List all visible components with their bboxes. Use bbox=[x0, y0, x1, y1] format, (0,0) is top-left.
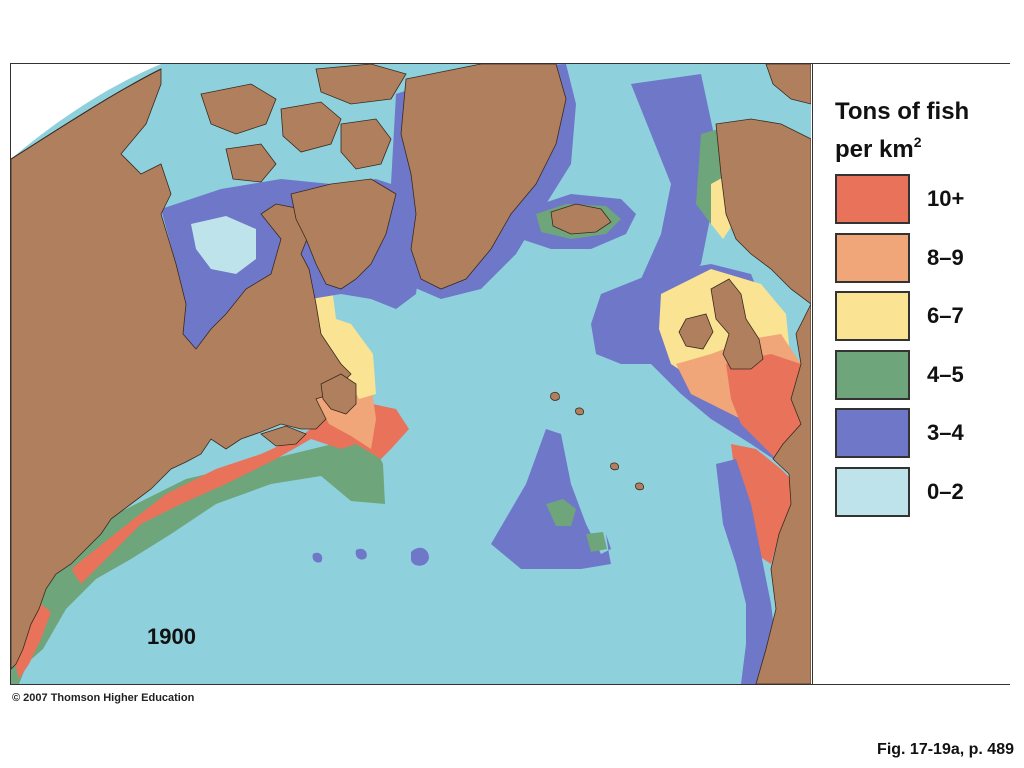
legend-swatch bbox=[835, 291, 910, 341]
legend-swatch bbox=[835, 232, 910, 283]
year-label: 1900 bbox=[147, 624, 196, 649]
atlantic-fish-productivity-map bbox=[11, 64, 811, 684]
land-island-d bbox=[635, 482, 644, 491]
land-island-c bbox=[610, 462, 619, 471]
land-island-a bbox=[550, 391, 560, 401]
land-arctic-island-1 bbox=[200, 83, 277, 135]
land-iceland bbox=[550, 203, 612, 235]
legend-item: 10+ bbox=[835, 174, 1005, 226]
copyright-notice: © 2007 Thomson Higher Education bbox=[12, 692, 195, 704]
zone-hudson-inner bbox=[191, 216, 256, 274]
zone-iberia-blue bbox=[716, 459, 776, 684]
land-arctic-island-3 bbox=[340, 118, 392, 170]
figure-frame: Tons of fish per km2 10+ 8–9 6–7 4–5 3–4 0–2 … bbox=[10, 63, 1010, 685]
land-newfoundland bbox=[320, 373, 357, 415]
zone-rockall bbox=[603, 289, 646, 354]
zone-mid-atlantic-plateau bbox=[491, 429, 611, 569]
land-island-b bbox=[575, 407, 584, 416]
legend-swatch bbox=[835, 408, 910, 458]
globe-edge bbox=[11, 64, 161, 159]
zone-seamount-2 bbox=[355, 548, 367, 560]
legend-item: 4–5 bbox=[835, 349, 1005, 402]
legend-item: 3–4 bbox=[835, 408, 1005, 460]
legend-swatch bbox=[835, 349, 910, 400]
land-arctic-island-4 bbox=[225, 143, 277, 183]
legend-swatch bbox=[835, 466, 910, 517]
zone-norway-shelf bbox=[631, 74, 716, 309]
legend-label: 4–5 bbox=[927, 361, 964, 387]
land-scandinavia bbox=[715, 118, 811, 305]
legend-label: 0–2 bbox=[927, 478, 964, 504]
legend-label: 3–4 bbox=[927, 420, 964, 445]
legend-item: 8–9 bbox=[835, 232, 1005, 285]
zone-iberia-red bbox=[731, 444, 796, 564]
land-europe bbox=[755, 303, 811, 684]
legend: Tons of fish per km2 10+ 8–9 6–7 4–5 3–4 0–2 bbox=[812, 64, 1010, 684]
figure-caption: Fig. 17-19a, p. 489 bbox=[877, 741, 1014, 758]
zone-seamount-3 bbox=[312, 552, 323, 563]
land-svalbard bbox=[765, 64, 811, 105]
legend-label: 10+ bbox=[927, 186, 965, 211]
legend-item: 6–7 bbox=[835, 291, 1005, 343]
zone-seamount-1 bbox=[411, 547, 429, 566]
legend-label: 6–7 bbox=[927, 303, 964, 328]
land-great-britain bbox=[710, 278, 764, 370]
zone-labrador-yellow bbox=[311, 264, 376, 399]
legend-swatch bbox=[835, 174, 910, 224]
legend-title-line2: per km bbox=[835, 136, 914, 163]
coastline-outlines bbox=[11, 68, 162, 160]
land-greenland bbox=[400, 64, 567, 290]
land-baffin-island bbox=[290, 178, 397, 290]
land-arctic-island-2 bbox=[280, 101, 342, 153]
legend-title: Tons of fish per km2 bbox=[835, 96, 969, 165]
land-arctic-island-5 bbox=[315, 64, 407, 105]
legend-title-superscript: 2 bbox=[913, 134, 922, 150]
land-ireland bbox=[678, 313, 714, 350]
legend-label: 8–9 bbox=[927, 244, 964, 270]
legend-title-line1: Tons of fish bbox=[835, 98, 970, 125]
zone-plateau-green-2 bbox=[586, 532, 607, 552]
legend-item: 0–2 bbox=[835, 466, 1005, 519]
land-nova-scotia bbox=[260, 425, 307, 447]
zone-plateau-green bbox=[546, 499, 576, 526]
